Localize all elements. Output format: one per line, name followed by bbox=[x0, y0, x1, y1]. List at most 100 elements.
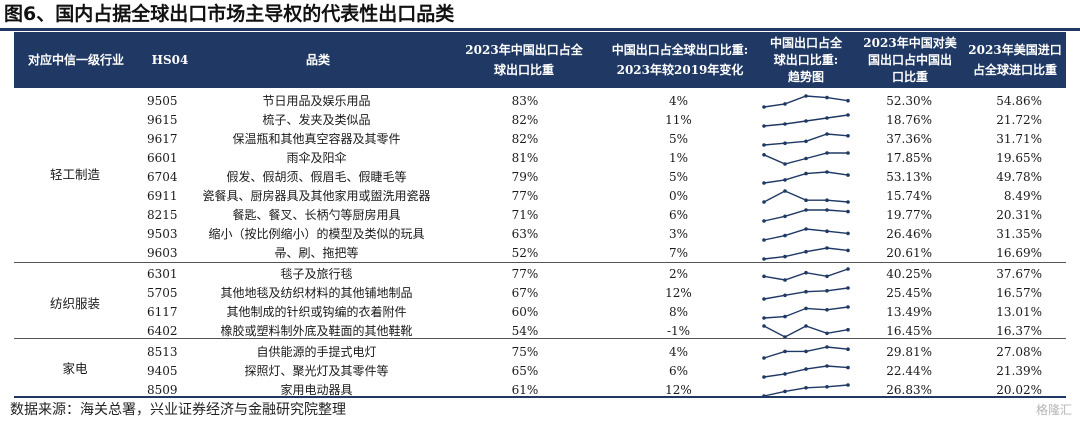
hs-code-cell: 9603 bbox=[147, 246, 178, 260]
trend-sparkline bbox=[762, 345, 850, 360]
table-row: 9615 梳子、发夹及类似品 82% 11% 18.76% 21.72% bbox=[14, 111, 1066, 130]
us-share-cell: 37.36% bbox=[886, 132, 932, 146]
sparkline-point bbox=[762, 200, 766, 204]
sparkline-point bbox=[762, 297, 766, 301]
trend-sparkline bbox=[762, 132, 850, 147]
us-import-cell: 21.39% bbox=[996, 364, 1042, 378]
sparkline-point bbox=[762, 219, 766, 223]
sparkline-point bbox=[804, 198, 808, 202]
us-import-cell: 31.71% bbox=[996, 132, 1042, 146]
sparkline-point bbox=[804, 270, 808, 275]
change-cell: 4% bbox=[668, 345, 689, 359]
change-cell: 2% bbox=[668, 267, 689, 281]
us-share-cell: 25.45% bbox=[886, 286, 932, 300]
trend-sparkline bbox=[762, 151, 850, 166]
category-name-cell: 节日用品及娱乐用品 bbox=[262, 94, 371, 108]
share-2023-cell: 77% bbox=[511, 267, 539, 281]
sparkline-point bbox=[825, 308, 829, 312]
sparkline-path bbox=[763, 133, 849, 146]
table-row: 9505 节日用品及娱乐用品 83% 4% 52.30% 54.86% bbox=[14, 92, 1066, 111]
change-cell: 1% bbox=[668, 151, 689, 165]
sparkline-point bbox=[804, 156, 808, 161]
hs-code-cell: 9503 bbox=[147, 227, 178, 241]
trend-sparkline bbox=[762, 227, 850, 242]
us-share-cell: 26.46% bbox=[886, 227, 932, 241]
sparkline-point bbox=[846, 113, 850, 117]
trend-sparkline bbox=[762, 286, 850, 301]
us-share-cell: 20.61% bbox=[886, 246, 932, 260]
sparkline-point bbox=[846, 305, 850, 309]
us-import-cell: 16.57% bbox=[996, 286, 1042, 300]
hs-code-cell: 9505 bbox=[147, 94, 178, 108]
trend-sparkline bbox=[762, 324, 850, 339]
sparkline-point bbox=[846, 200, 850, 204]
sparkline-point bbox=[762, 324, 766, 328]
sparkline-point bbox=[846, 209, 850, 214]
sparkline-point bbox=[804, 249, 808, 254]
us-share-cell: 15.74% bbox=[886, 189, 932, 203]
change-cell: 12% bbox=[665, 286, 692, 300]
category-name-cell: 探照灯、聚光灯及其零件等 bbox=[244, 364, 389, 378]
change-cell: 11% bbox=[665, 113, 692, 127]
sparkline-point bbox=[825, 229, 829, 233]
header-change: 中国出口占全球出口比重: 2023年较2019年变化 bbox=[611, 43, 749, 77]
sparkline-point bbox=[762, 316, 766, 320]
us-share-cell: 26.83% bbox=[886, 383, 932, 397]
sparkline-point bbox=[825, 289, 829, 293]
us-import-cell: 21.72% bbox=[996, 113, 1042, 127]
sparkline-point bbox=[804, 94, 808, 98]
sparkline-point bbox=[825, 170, 829, 174]
sparkline-point bbox=[783, 349, 787, 354]
sparkline-point bbox=[804, 208, 808, 212]
sparkline-point bbox=[804, 289, 808, 294]
us-import-cell: 49.78% bbox=[996, 170, 1042, 184]
us-share-cell: 53.13% bbox=[886, 170, 932, 184]
sparkline-point bbox=[825, 151, 829, 155]
group-label-textile: 纺织服装 bbox=[49, 296, 100, 311]
sparkline-point bbox=[783, 314, 787, 319]
sparkline-point bbox=[783, 278, 787, 282]
hs-code-cell: 5705 bbox=[147, 286, 178, 300]
trend-sparkline bbox=[762, 305, 850, 320]
us-import-cell: 20.02% bbox=[996, 383, 1042, 397]
table-row: 9503 缩小（按比例缩小）的模型及类似的玩具 63% 3% 26.46% 31.35% bbox=[14, 225, 1066, 244]
trend-sparkline bbox=[762, 189, 850, 204]
table-row: 6301 毯子及旅行毯 77% 2% 40.25% 37.67% bbox=[14, 265, 1066, 284]
sparkline-point bbox=[825, 345, 829, 349]
sparkline-point bbox=[762, 181, 766, 185]
sparkline-point bbox=[846, 231, 850, 236]
sparkline-point bbox=[846, 267, 850, 271]
header-us-share: 2023年中国对美 国出口占中国出 口比重 bbox=[863, 35, 957, 84]
table-row: 9617 保温瓶和其他真空容器及其零件 82% 5% 37.36% 31.71% bbox=[14, 130, 1066, 149]
change-cell: -1% bbox=[666, 324, 691, 338]
sparkline-point bbox=[825, 116, 829, 120]
category-name-cell: 其他地毯及纺织材料的其他铺地制品 bbox=[220, 286, 413, 300]
sparkline-point bbox=[825, 132, 829, 136]
sparkline-point bbox=[846, 98, 850, 103]
sparkline-point bbox=[762, 143, 766, 147]
group-separator bbox=[14, 262, 1066, 263]
share-2023-cell: 52% bbox=[511, 246, 539, 260]
sparkline-point bbox=[762, 274, 766, 279]
table-bottom-rule bbox=[14, 396, 1066, 398]
us-share-cell: 29.81% bbox=[886, 345, 932, 359]
hs-code-cell: 6601 bbox=[147, 151, 178, 165]
category-name-cell: 毯子及旅行毯 bbox=[280, 267, 353, 281]
us-import-cell: 20.31% bbox=[996, 208, 1042, 222]
category-name-cell: 其他制成的针织或钩编的衣着附件 bbox=[226, 305, 407, 319]
trend-sparkline bbox=[762, 267, 850, 282]
sparkline-point bbox=[825, 385, 829, 389]
us-import-cell: 54.86% bbox=[996, 94, 1042, 108]
share-2023-cell: 54% bbox=[511, 324, 539, 338]
sparkline-point bbox=[783, 389, 787, 394]
us-import-cell: 16.69% bbox=[996, 246, 1042, 260]
hs-code-cell: 6911 bbox=[147, 189, 178, 203]
trend-sparkline bbox=[762, 383, 850, 398]
us-share-cell: 17.85% bbox=[886, 151, 932, 165]
table-row: 8215 餐匙、餐叉、长柄勺等厨房用具 71% 6% 19.77% 20.31% bbox=[14, 206, 1066, 225]
us-import-cell: 37.67% bbox=[996, 267, 1042, 281]
group-separator bbox=[14, 338, 1066, 339]
hs-code-cell: 8509 bbox=[147, 383, 178, 397]
sparkline-point bbox=[825, 331, 829, 336]
sparkline-point bbox=[846, 383, 850, 387]
